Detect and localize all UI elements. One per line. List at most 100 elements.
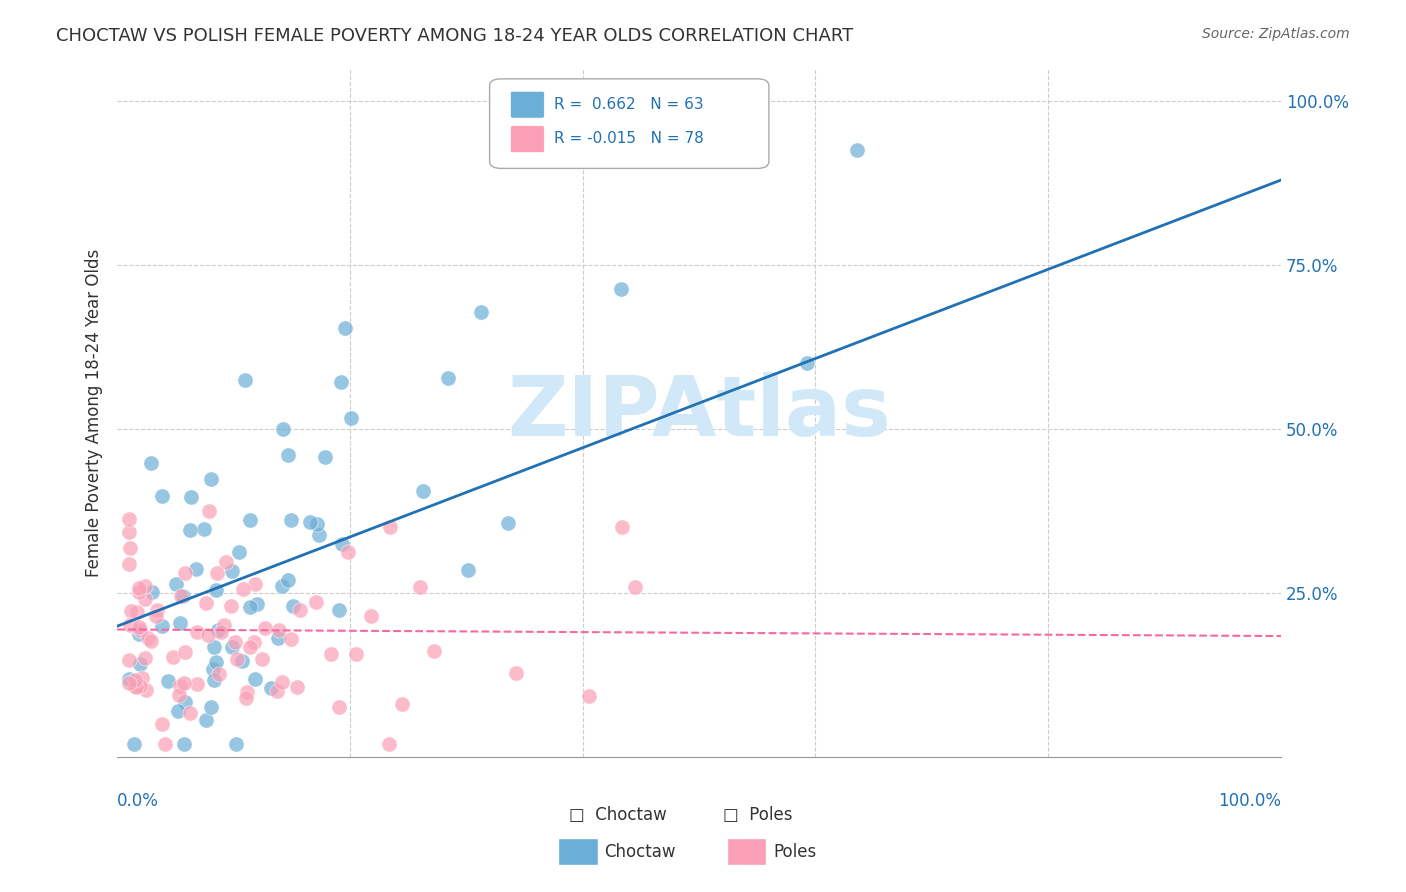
Point bbox=[134, 578, 156, 592]
Point bbox=[118, 673, 141, 687]
Point bbox=[128, 657, 150, 671]
Point bbox=[145, 609, 167, 624]
Point bbox=[165, 577, 187, 591]
Point bbox=[138, 632, 160, 646]
Point bbox=[122, 737, 145, 751]
Point bbox=[271, 422, 294, 436]
Point bbox=[139, 456, 162, 470]
Point bbox=[156, 673, 179, 688]
Point bbox=[277, 574, 299, 588]
Point bbox=[328, 700, 350, 714]
Point bbox=[337, 544, 360, 558]
Text: 0.0%: 0.0% bbox=[117, 792, 159, 810]
Point bbox=[285, 680, 308, 694]
Point bbox=[186, 625, 208, 640]
Point bbox=[221, 564, 243, 578]
Point bbox=[235, 691, 257, 706]
Point bbox=[194, 713, 217, 727]
Point bbox=[197, 628, 219, 642]
Point bbox=[239, 640, 262, 655]
Point bbox=[128, 627, 150, 641]
Point bbox=[125, 680, 148, 694]
Point bbox=[208, 667, 231, 681]
Point bbox=[146, 603, 169, 617]
Point bbox=[174, 645, 197, 659]
Point bbox=[134, 592, 156, 607]
Point bbox=[118, 557, 141, 571]
Point bbox=[202, 662, 225, 676]
Point bbox=[131, 671, 153, 685]
Point bbox=[277, 448, 299, 462]
Point bbox=[118, 511, 141, 525]
Text: ZIPAtlas: ZIPAtlas bbox=[508, 373, 891, 453]
Point bbox=[173, 676, 195, 690]
Point bbox=[209, 625, 232, 640]
Text: Source: ZipAtlas.com: Source: ZipAtlas.com bbox=[1202, 27, 1350, 41]
Point bbox=[845, 144, 868, 158]
Point bbox=[204, 583, 226, 598]
Text: □  Poles: □ Poles bbox=[723, 805, 792, 823]
Point bbox=[139, 633, 162, 648]
Point bbox=[128, 585, 150, 599]
Point bbox=[243, 635, 266, 649]
Point bbox=[436, 371, 458, 385]
Point bbox=[124, 680, 146, 694]
Point bbox=[505, 666, 527, 681]
Point bbox=[271, 579, 294, 593]
Point bbox=[128, 581, 150, 595]
Point bbox=[135, 682, 157, 697]
Point bbox=[578, 689, 600, 703]
Point bbox=[470, 305, 492, 319]
Point bbox=[150, 618, 173, 632]
Point bbox=[260, 681, 283, 695]
Point bbox=[129, 623, 152, 637]
Text: Poles: Poles bbox=[773, 843, 817, 861]
Point bbox=[202, 673, 225, 688]
FancyBboxPatch shape bbox=[510, 91, 544, 118]
Point bbox=[174, 566, 197, 580]
Point bbox=[118, 653, 141, 667]
Point bbox=[308, 528, 330, 542]
Point bbox=[127, 605, 149, 619]
Point bbox=[231, 654, 253, 668]
Point bbox=[179, 524, 201, 538]
Point bbox=[391, 697, 413, 711]
Point bbox=[150, 717, 173, 731]
Point bbox=[254, 621, 277, 635]
Point bbox=[340, 410, 363, 425]
Point bbox=[215, 555, 238, 569]
Point bbox=[378, 737, 401, 751]
Point bbox=[170, 589, 193, 603]
Point bbox=[330, 536, 353, 550]
Point bbox=[280, 632, 302, 646]
Point bbox=[243, 577, 266, 591]
Point bbox=[266, 684, 288, 698]
FancyBboxPatch shape bbox=[510, 126, 544, 153]
Point bbox=[167, 688, 190, 702]
Point bbox=[180, 490, 202, 504]
Point bbox=[319, 647, 342, 661]
Point bbox=[269, 623, 291, 637]
Point bbox=[193, 522, 215, 536]
Point bbox=[197, 503, 219, 517]
Point bbox=[219, 599, 242, 613]
Point bbox=[299, 515, 322, 529]
Point bbox=[200, 472, 222, 486]
Point bbox=[271, 675, 294, 690]
Text: □  Choctaw: □ Choctaw bbox=[569, 805, 666, 823]
Point bbox=[422, 644, 444, 658]
Point bbox=[186, 677, 208, 691]
Point bbox=[224, 635, 246, 649]
Point bbox=[179, 706, 201, 721]
Point bbox=[120, 541, 142, 555]
Point bbox=[624, 580, 647, 594]
FancyBboxPatch shape bbox=[489, 78, 769, 169]
Point bbox=[412, 484, 434, 499]
Point bbox=[328, 603, 350, 617]
Point bbox=[200, 699, 222, 714]
Point bbox=[173, 737, 195, 751]
Point bbox=[235, 685, 257, 699]
Point bbox=[246, 597, 269, 611]
Point bbox=[333, 321, 356, 335]
Point bbox=[228, 545, 250, 559]
